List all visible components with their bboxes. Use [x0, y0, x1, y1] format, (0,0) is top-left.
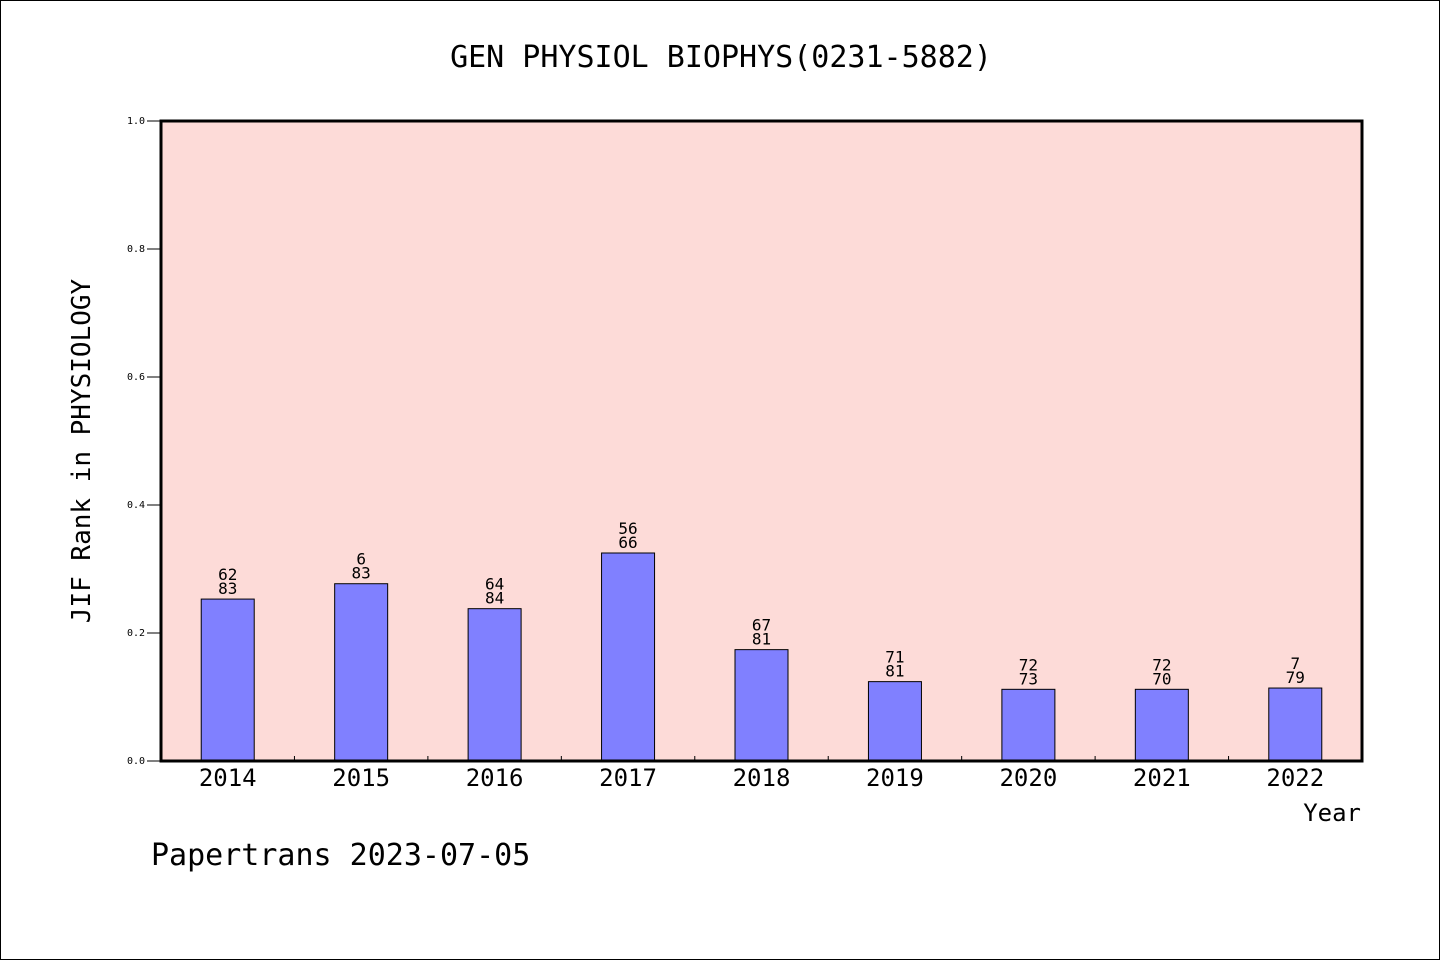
bar-2015 — [334, 583, 389, 762]
chart-title: GEN PHYSIOL BIOPHYS(0231-5882) — [450, 40, 992, 75]
y-axis-label: JIF Rank in PHYSIOLOGY — [67, 278, 97, 623]
x-tick-label-2018: 2018 — [733, 764, 791, 792]
bar-label-top-2021: 72 — [1152, 655, 1171, 674]
bar-2016 — [467, 608, 522, 762]
x-tick-label-2017: 2017 — [599, 764, 657, 792]
bar-label-bottom-2019: 81 — [885, 662, 904, 681]
bar-2018 — [734, 649, 789, 762]
y-tick-label: 0.2 — [127, 628, 145, 639]
x-axis-label: Year — [1303, 799, 1361, 827]
bar-label-top-2018: 67 — [752, 616, 771, 635]
bar-2020 — [1001, 688, 1056, 762]
bar-label-top-2022: 7 — [1290, 654, 1300, 673]
x-tick-label-2016: 2016 — [466, 764, 524, 792]
y-tick-label: 0.4 — [127, 500, 145, 511]
bar-2019 — [867, 681, 922, 762]
x-tick-label-2019: 2019 — [866, 764, 924, 792]
footer-text: Papertrans 2023-07-05 — [151, 838, 530, 873]
x-tick-label-2015: 2015 — [332, 764, 390, 792]
bar-label-bottom-2015: 83 — [352, 564, 371, 583]
bar-label-bottom-2016: 84 — [485, 589, 504, 608]
x-tick-label-2014: 2014 — [199, 764, 257, 792]
y-tick-label: 0.6 — [127, 372, 145, 383]
plot-border — [159, 119, 1364, 763]
bar-2017 — [601, 552, 656, 762]
bar-label-top-2015: 6 — [356, 550, 366, 569]
bar-label-top-2016: 64 — [485, 575, 504, 594]
bar-2014 — [200, 598, 255, 762]
bar-label-bottom-2021: 70 — [1152, 669, 1171, 688]
bar-label-bottom-2014: 83 — [218, 579, 237, 598]
bar-label-top-2017: 56 — [618, 519, 637, 538]
x-tick-label-2021: 2021 — [1133, 764, 1191, 792]
bar-label-bottom-2018: 81 — [752, 630, 771, 649]
bar-label-bottom-2022: 79 — [1286, 668, 1305, 687]
y-tick-label: 1.0 — [127, 116, 145, 127]
x-tick-label-2020: 2020 — [999, 764, 1057, 792]
bar-label-bottom-2020: 73 — [1019, 669, 1038, 688]
bar-label-bottom-2017: 66 — [618, 533, 637, 552]
bar-label-top-2019: 71 — [885, 648, 904, 667]
bar-2021 — [1134, 688, 1189, 762]
bar-label-top-2014: 62 — [218, 565, 237, 584]
y-tick-label: 0.8 — [127, 244, 145, 255]
bar-2022 — [1268, 687, 1323, 762]
x-tick-label-2022: 2022 — [1266, 764, 1324, 792]
y-tick-label: 0.0 — [127, 756, 145, 767]
bar-label-top-2020: 72 — [1019, 655, 1038, 674]
